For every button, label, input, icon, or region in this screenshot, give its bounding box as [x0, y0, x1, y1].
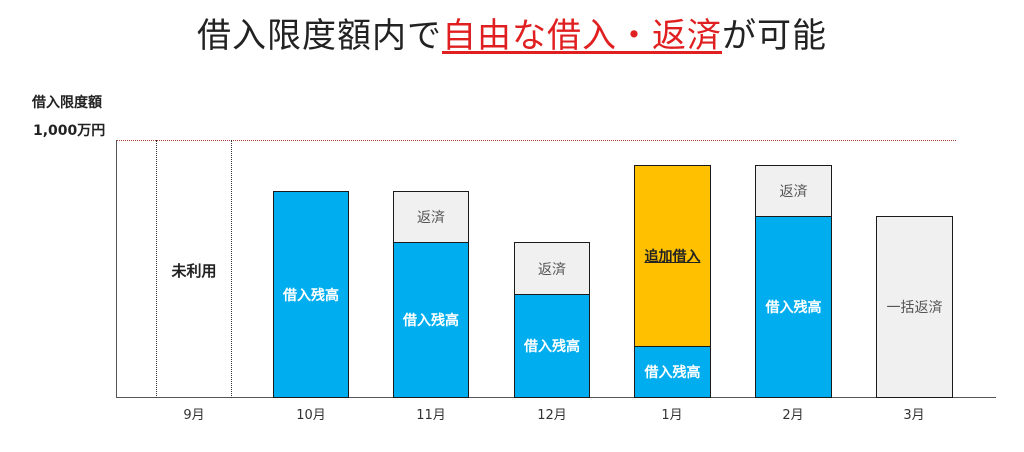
balance-bar-dec: 借入残高: [514, 294, 590, 398]
balance-label: 借入残高: [524, 339, 580, 355]
month-label: 10月: [296, 408, 326, 423]
title-prefix: 借入限度額内で: [197, 16, 442, 56]
repay-label: 返済: [417, 210, 445, 226]
title-highlight: 自由な借入・返済: [442, 16, 722, 56]
repay-bar-feb: 返済: [755, 165, 832, 217]
lump-repay-label: 一括返済: [886, 300, 943, 316]
month-label: 11月: [416, 408, 446, 423]
y-axis-line: [116, 140, 117, 398]
additional-borrow-label: 追加借入: [644, 249, 701, 265]
balance-label: 借入残高: [765, 300, 822, 316]
balance-bar-oct: 借入残高: [273, 191, 349, 398]
repay-bar-nov: 返済: [393, 191, 469, 243]
credit-limit-line: [116, 140, 956, 141]
repay-label: 返済: [779, 184, 808, 200]
y-axis-label: 借入限度額: [32, 95, 102, 111]
balance-label: 借入残高: [283, 287, 339, 304]
page-title: 借入限度額内で自由な借入・返済が可能: [0, 8, 1024, 57]
credit-limit-label: 1,000万円: [33, 123, 106, 139]
balance-bar-jan: 借入残高: [634, 346, 711, 398]
repay-bar-dec: 返済: [514, 242, 590, 295]
month-label: 3月: [903, 408, 925, 423]
lump-repay-bar-mar: 一括返済: [876, 216, 953, 398]
repay-label: 返済: [538, 261, 566, 278]
title-suffix: が可能: [722, 16, 827, 56]
month-label: 2月: [782, 408, 804, 423]
additional-borrow-bar-jan: 追加借入: [634, 165, 711, 347]
unused-period-box: [156, 140, 232, 398]
balance-label: 借入残高: [403, 313, 459, 329]
balance-bar-nov: 借入残高: [393, 242, 469, 398]
month-label: 12月: [537, 408, 567, 423]
month-label: 9月: [183, 408, 205, 423]
unused-label: 未利用: [171, 262, 217, 280]
balance-label: 借入残高: [644, 365, 701, 381]
month-label: 1月: [661, 408, 683, 423]
balance-bar-feb: 借入残高: [755, 216, 832, 398]
